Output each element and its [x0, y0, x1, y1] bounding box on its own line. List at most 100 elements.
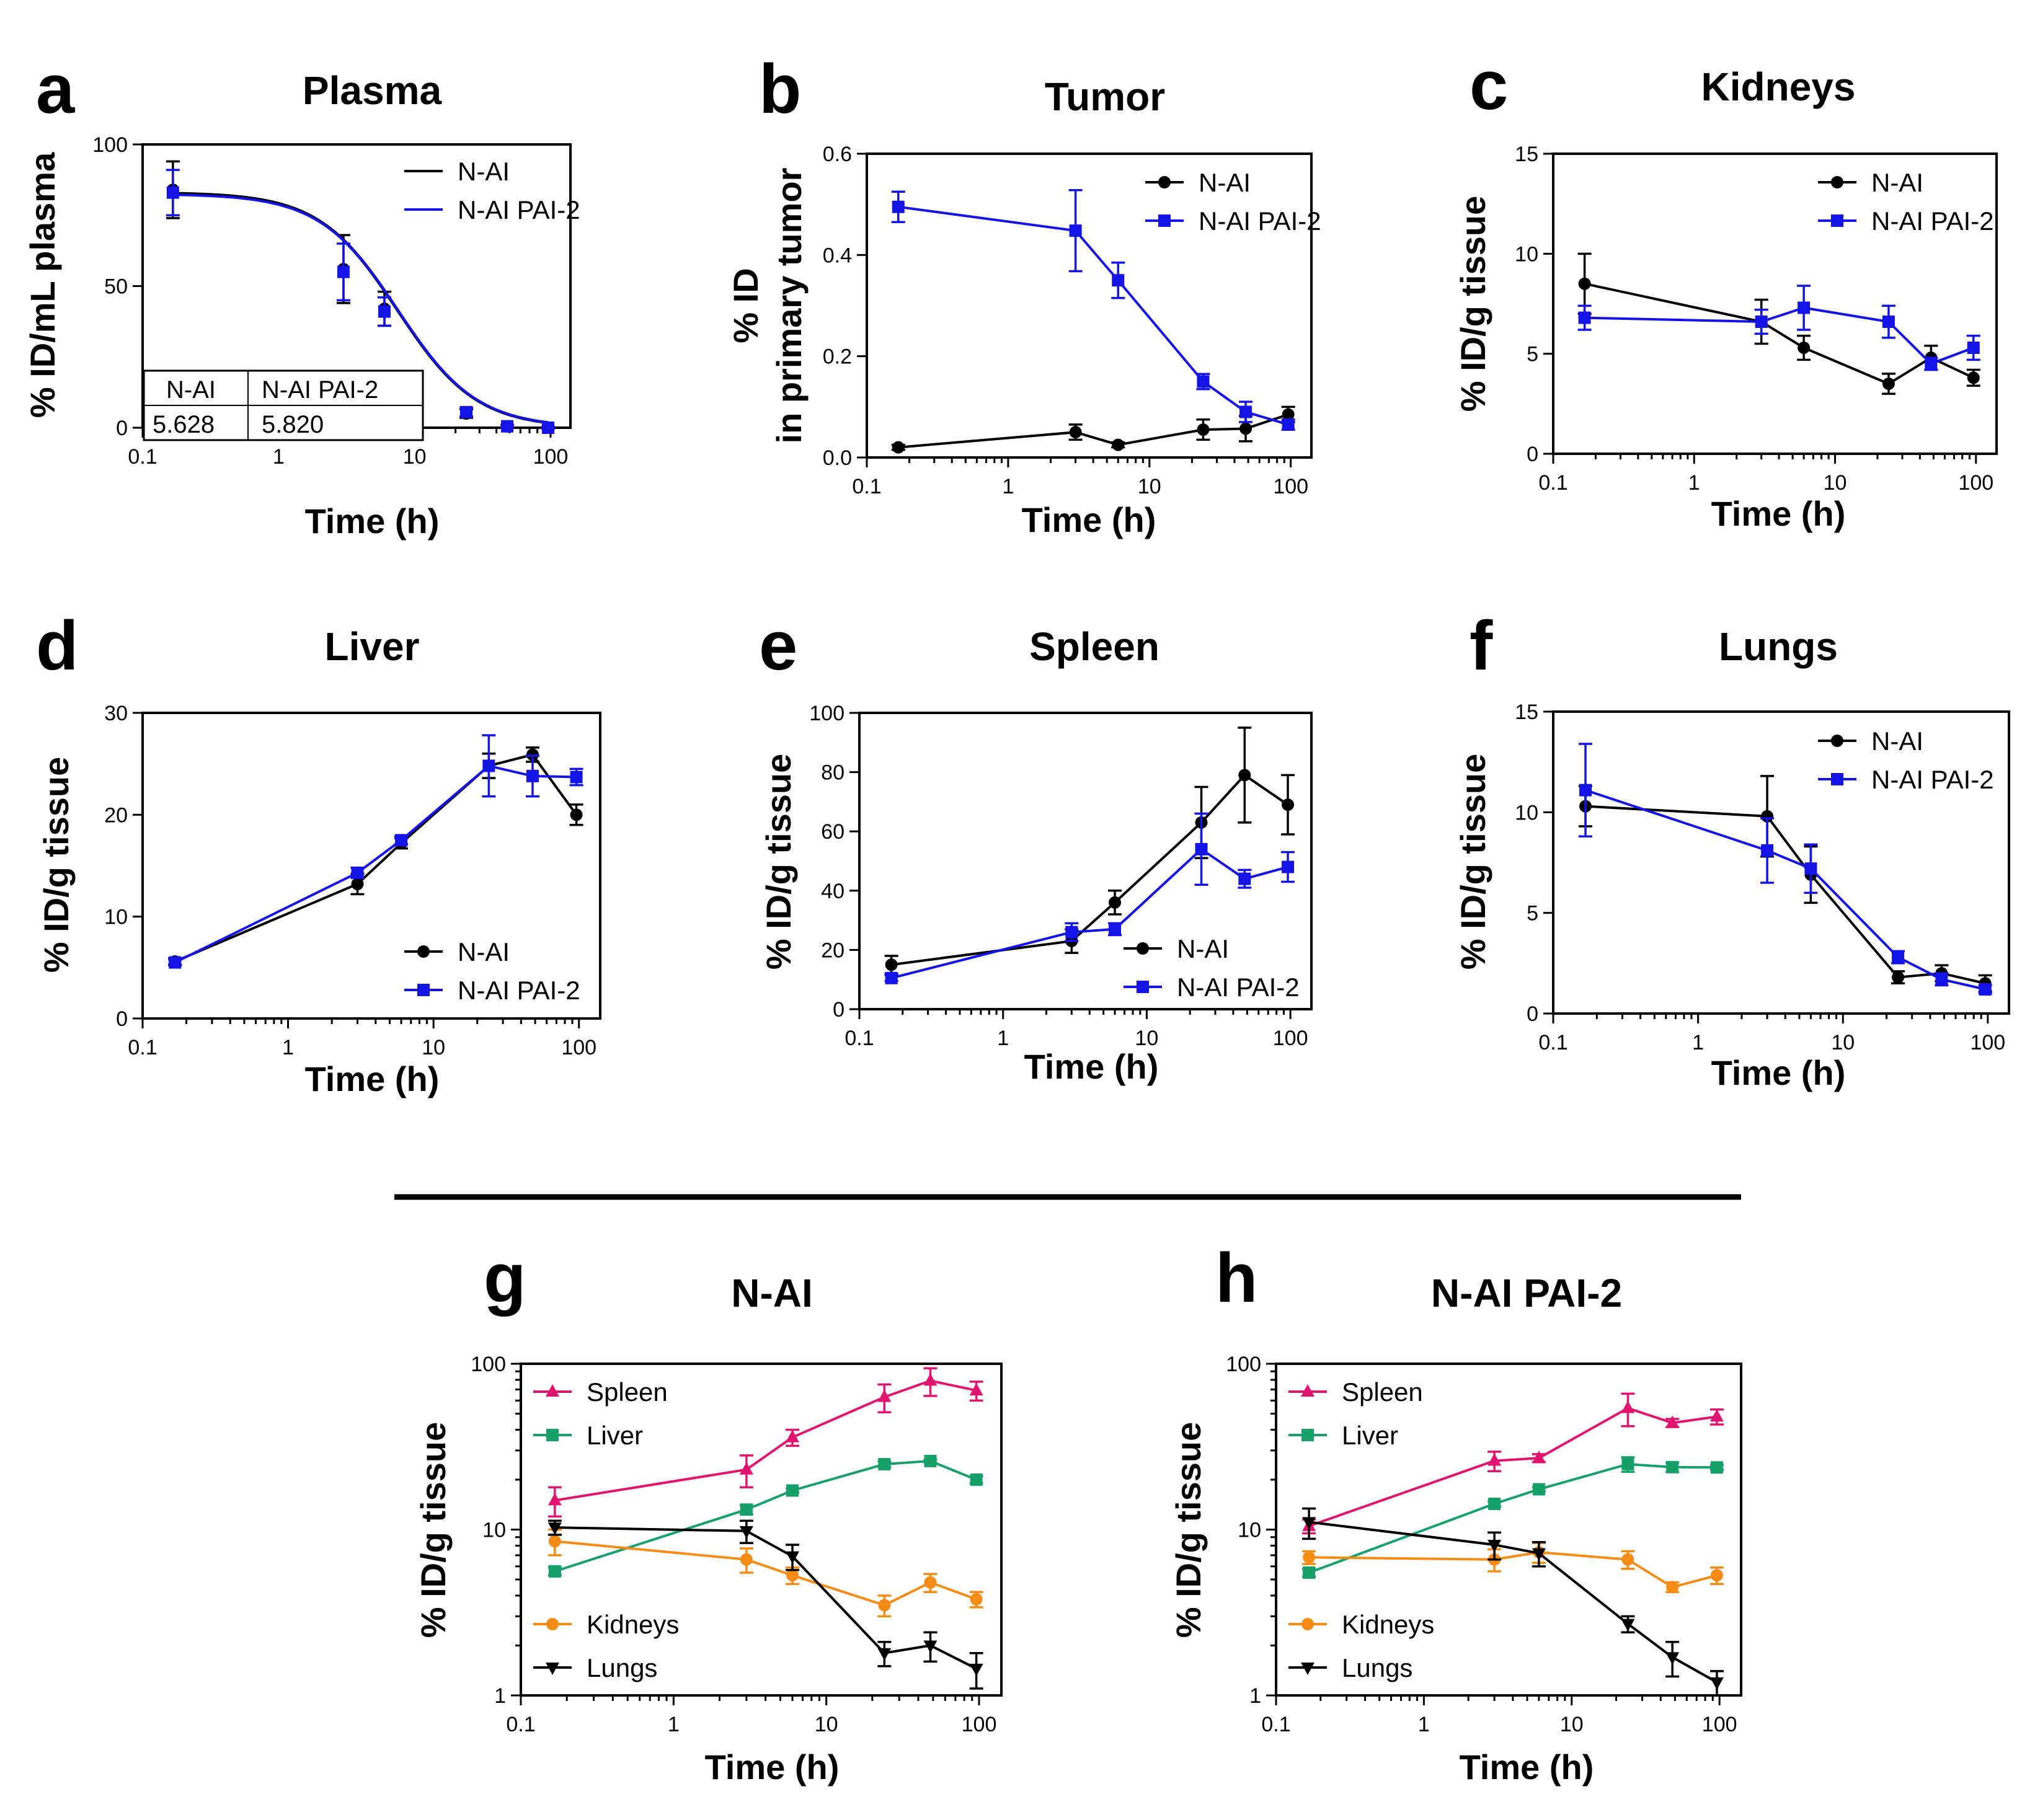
legend-a: N-AI N-AI PAI-2 — [404, 157, 580, 224]
plot-frame-d — [141, 712, 601, 1020]
y-tick-label: 0 — [116, 417, 128, 440]
legend-c: N-AI N-AI PAI-2 — [1818, 168, 1994, 236]
legend-marker — [1301, 1663, 1315, 1675]
data-point — [548, 1522, 562, 1535]
data-point — [570, 808, 583, 821]
data-point — [1578, 277, 1591, 290]
panel-letter-e: e — [759, 607, 797, 684]
data-point — [1197, 423, 1210, 436]
y-tick-label: 50 — [104, 275, 128, 299]
legend-marker — [417, 984, 430, 996]
legend-marker — [1301, 1618, 1314, 1630]
series-n-ai — [891, 405, 1295, 454]
x-tick-label: 100 — [1702, 1713, 1737, 1736]
panel-title-a: Plasma — [303, 68, 442, 113]
legend-marker — [1831, 176, 1843, 188]
plot-frame-e — [858, 712, 1313, 1010]
data-point — [1710, 1461, 1723, 1474]
y-axis-label: % ID/mL plasma — [23, 152, 62, 418]
legend-label: Spleen — [1342, 1377, 1423, 1407]
data-point — [885, 958, 898, 971]
legend-label: Kidneys — [587, 1610, 679, 1639]
y-tick-label: 15 — [1515, 143, 1538, 166]
y-tick-label: 0.6 — [823, 143, 852, 166]
data-point — [1282, 418, 1295, 431]
data-point — [570, 771, 583, 784]
y-axis-label: % ID/g tissue — [1453, 196, 1492, 412]
series-line — [1585, 789, 1986, 991]
series-n-ai-pai-2 — [168, 734, 583, 969]
x-axis-label: Time (h) — [1711, 494, 1846, 533]
data-point — [1621, 1457, 1634, 1470]
x-tick-label: 100 — [533, 445, 569, 469]
data-point — [548, 1565, 561, 1578]
y-tick-label: 10 — [1515, 801, 1538, 824]
data-point — [923, 1640, 938, 1653]
series-line — [1308, 1407, 1718, 1527]
inset-table: N-AI N-AI PAI-2 5.628 5.820 — [143, 369, 424, 441]
data-point — [1239, 405, 1252, 418]
series-n-ai-pai-2 — [1577, 285, 1980, 371]
data-point — [885, 971, 898, 984]
data-point — [1798, 301, 1811, 314]
data-point — [169, 956, 182, 969]
x-axis-label: Time (h) — [705, 1747, 840, 1787]
y-tick-label: 1 — [1249, 1684, 1261, 1708]
data-point — [877, 1389, 892, 1402]
data-point — [548, 1493, 562, 1506]
series-line — [554, 1379, 977, 1502]
data-point — [1882, 316, 1895, 329]
y-tick-label: 15 — [1515, 700, 1538, 724]
data-point — [501, 420, 514, 433]
data-point — [1979, 983, 1992, 996]
y-axis-label: % ID/g tissue — [414, 1422, 453, 1638]
data-point — [1666, 1581, 1679, 1594]
data-point — [1238, 769, 1251, 782]
data-point — [378, 305, 391, 318]
data-point — [1282, 798, 1295, 811]
table-value: 5.628 — [153, 411, 215, 438]
data-point — [740, 1503, 753, 1516]
y-tick-label: 80 — [821, 761, 845, 785]
data-point — [1761, 810, 1774, 823]
x-tick-label: 1 — [1418, 1713, 1430, 1736]
x-tick-label: 1 — [273, 445, 285, 469]
data-point — [1197, 375, 1210, 388]
series-spleen — [1302, 1392, 1724, 1535]
x-axis-label: Time (h) — [305, 501, 440, 541]
series-n-ai-pai-2 — [1579, 743, 1992, 996]
y-tick-label: 10 — [1515, 242, 1538, 266]
y-tick-label: 0 — [1527, 1002, 1538, 1026]
legend-label: N-AI — [458, 157, 510, 186]
panel-letter-f: f — [1470, 607, 1493, 684]
y-tick-label: 10 — [104, 906, 128, 929]
x-tick-label: 0.1 — [128, 445, 157, 469]
data-point — [1621, 1400, 1635, 1413]
data-point — [969, 1383, 983, 1396]
data-point — [395, 834, 408, 847]
y-tick-label: 5 — [1527, 902, 1538, 925]
data-point — [1112, 438, 1125, 451]
data-point — [740, 1553, 753, 1566]
y-tick-label: 20 — [821, 939, 845, 962]
table-header: N-AI — [166, 376, 216, 404]
series-line — [891, 847, 1288, 979]
y-axis-label: % ID/g tissue — [37, 757, 76, 973]
panel-b: b Tumor 0.1 1 10 100 0.0 0.2 0.4 0.6 Time (h) % ID i… — [726, 50, 1321, 539]
series-line — [174, 764, 577, 964]
legend-g: Spleen Liver Kidneys Lungs — [533, 1377, 679, 1682]
data-point — [1532, 1483, 1545, 1496]
x-tick-label: 10 — [1831, 1031, 1855, 1054]
y-tick-label: 10 — [482, 1519, 506, 1542]
series-line — [1585, 805, 1986, 985]
x-tick-label: 10 — [1560, 1713, 1584, 1736]
data-point — [1303, 1551, 1316, 1564]
y-tick-label: 10 — [1238, 1519, 1261, 1542]
y-tick-label: 0 — [116, 1007, 128, 1031]
data-point — [1967, 341, 1980, 354]
legend-marker — [1158, 214, 1171, 227]
data-point — [786, 1429, 800, 1442]
x-tick-label: 0.1 — [1538, 1031, 1567, 1054]
x-axis-label: Time (h) — [1460, 1747, 1594, 1787]
data-point — [739, 1526, 753, 1539]
